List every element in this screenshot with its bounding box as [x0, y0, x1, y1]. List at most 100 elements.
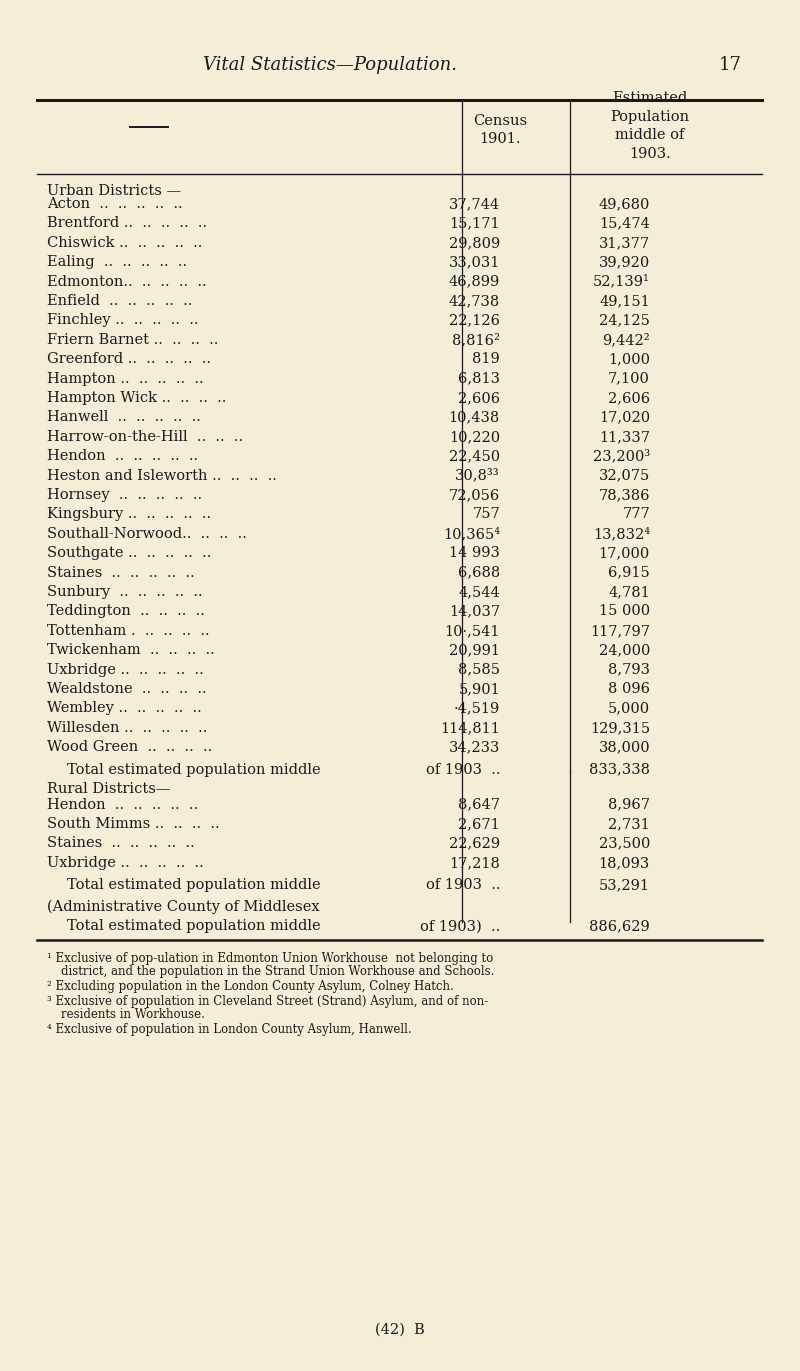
Text: 29,809: 29,809: [449, 236, 500, 250]
Text: 5,000: 5,000: [608, 702, 650, 716]
Text: Hanwell  ..  ..  ..  ..  ..: Hanwell .. .. .. .. ..: [47, 410, 201, 425]
Text: Ealing  ..  ..  ..  ..  ..: Ealing .. .. .. .. ..: [47, 255, 187, 269]
Text: 20,991: 20,991: [449, 643, 500, 657]
Text: Hampton ..  ..  ..  ..  ..: Hampton .. .. .. .. ..: [47, 372, 204, 385]
Text: 6,688: 6,688: [458, 566, 500, 580]
Text: 777: 777: [622, 507, 650, 521]
Text: 757: 757: [472, 507, 500, 521]
Text: 1,000: 1,000: [608, 352, 650, 366]
Text: 7,100: 7,100: [608, 372, 650, 385]
Text: Tottenham .  ..  ..  ..  ..: Tottenham . .. .. .. ..: [47, 624, 210, 638]
Text: Rural Districts—: Rural Districts—: [47, 781, 170, 795]
Text: 2,606: 2,606: [458, 391, 500, 404]
Text: 886,629: 886,629: [590, 919, 650, 934]
Text: 10,220: 10,220: [449, 429, 500, 444]
Text: 10·,541: 10·,541: [445, 624, 500, 638]
Text: 15 000: 15 000: [599, 605, 650, 618]
Text: 129,315: 129,315: [590, 721, 650, 735]
Text: Wealdstone  ..  ..  ..  ..: Wealdstone .. .. .. ..: [47, 681, 206, 696]
Text: 833,338: 833,338: [589, 762, 650, 776]
Text: of 1903  ..: of 1903 ..: [426, 879, 500, 893]
Text: 11,337: 11,337: [599, 429, 650, 444]
Text: 22,450: 22,450: [449, 450, 500, 463]
Text: 2,731: 2,731: [608, 817, 650, 831]
Text: Harrow-on-the-Hill  ..  ..  ..: Harrow-on-the-Hill .. .. ..: [47, 429, 243, 444]
Text: Greenford ..  ..  ..  ..  ..: Greenford .. .. .. .. ..: [47, 352, 211, 366]
Text: Staines  ..  ..  ..  ..  ..: Staines .. .. .. .. ..: [47, 566, 194, 580]
Text: Vital Statistics—Population.: Vital Statistics—Population.: [203, 56, 457, 74]
Text: 24,000: 24,000: [598, 643, 650, 657]
Text: 39,920: 39,920: [598, 255, 650, 269]
Text: Total estimated population middle: Total estimated population middle: [67, 879, 321, 893]
Text: ³ Exclusive of population in Cleveland Street (Strand) Asylum, and of non-: ³ Exclusive of population in Cleveland S…: [47, 995, 488, 1008]
Text: 14 993: 14 993: [449, 546, 500, 561]
Text: Census
1901.: Census 1901.: [473, 114, 527, 147]
Text: 819: 819: [472, 352, 500, 366]
Text: Urban Districts —: Urban Districts —: [47, 184, 181, 197]
Text: 15,171: 15,171: [450, 217, 500, 230]
Text: 8 096: 8 096: [608, 681, 650, 696]
Text: ² Excluding population in the London County Asylum, Colney Hatch.: ² Excluding population in the London Cou…: [47, 980, 454, 993]
Text: 32,075: 32,075: [598, 469, 650, 483]
Text: Total estimated population middle: Total estimated population middle: [67, 919, 321, 934]
Text: district, and the population in the Strand Union Workhouse and Schools.: district, and the population in the Stra…: [61, 965, 494, 978]
Text: 10,365⁴: 10,365⁴: [443, 526, 500, 540]
Text: Heston and Isleworth ..  ..  ..  ..: Heston and Isleworth .. .. .. ..: [47, 469, 277, 483]
Text: 5,901: 5,901: [458, 681, 500, 696]
Text: Staines  ..  ..  ..  ..  ..: Staines .. .. .. .. ..: [47, 836, 194, 850]
Text: 4,781: 4,781: [608, 585, 650, 599]
Text: 6,813: 6,813: [458, 372, 500, 385]
Text: 46,899: 46,899: [449, 274, 500, 289]
Text: 8,816²: 8,816²: [452, 333, 500, 347]
Text: 117,797: 117,797: [590, 624, 650, 638]
Text: 8,647: 8,647: [458, 798, 500, 812]
Text: 114,811: 114,811: [440, 721, 500, 735]
Text: 22,629: 22,629: [449, 836, 500, 850]
Text: (Administrative County of Middlesex: (Administrative County of Middlesex: [47, 899, 320, 914]
Text: ⁴ Exclusive of population in London County Asylum, Hanwell.: ⁴ Exclusive of population in London Coun…: [47, 1023, 412, 1036]
Text: 38,000: 38,000: [598, 740, 650, 754]
Text: Hendon  ..  ..  ..  ..  ..: Hendon .. .. .. .. ..: [47, 450, 198, 463]
Text: Hampton Wick ..  ..  ..  ..: Hampton Wick .. .. .. ..: [47, 391, 226, 404]
Text: 22,126: 22,126: [449, 314, 500, 328]
Text: Twickenham  ..  ..  ..  ..: Twickenham .. .. .. ..: [47, 643, 214, 657]
Text: 72,056: 72,056: [449, 488, 500, 502]
Text: Hendon  ..  ..  ..  ..  ..: Hendon .. .. .. .. ..: [47, 798, 198, 812]
Text: Hornsey  ..  ..  ..  ..  ..: Hornsey .. .. .. .. ..: [47, 488, 202, 502]
Text: 17,020: 17,020: [599, 410, 650, 425]
Text: 49,151: 49,151: [599, 293, 650, 308]
Text: 4,544: 4,544: [458, 585, 500, 599]
Text: 17: 17: [718, 56, 742, 74]
Text: Brentford ..  ..  ..  ..  ..: Brentford .. .. .. .. ..: [47, 217, 207, 230]
Text: of 1903  ..: of 1903 ..: [426, 762, 500, 776]
Text: Total estimated population middle: Total estimated population middle: [67, 762, 321, 776]
Text: 23,500: 23,500: [598, 836, 650, 850]
Text: Southall-Norwood..  ..  ..  ..: Southall-Norwood.. .. .. ..: [47, 526, 247, 540]
Text: 2,671: 2,671: [458, 817, 500, 831]
Text: Wood Green  ..  ..  ..  ..: Wood Green .. .. .. ..: [47, 740, 212, 754]
Text: Friern Barnet ..  ..  ..  ..: Friern Barnet .. .. .. ..: [47, 333, 218, 347]
Text: 15,474: 15,474: [599, 217, 650, 230]
Text: 9,442²: 9,442²: [602, 333, 650, 347]
Text: 34,233: 34,233: [449, 740, 500, 754]
Text: 8,793: 8,793: [608, 662, 650, 677]
Text: 2,606: 2,606: [608, 391, 650, 404]
Text: 13,832⁴: 13,832⁴: [593, 526, 650, 540]
Text: 17,000: 17,000: [598, 546, 650, 561]
Text: 8,967: 8,967: [608, 798, 650, 812]
Text: 37,744: 37,744: [449, 197, 500, 211]
Text: Wembley ..  ..  ..  ..  ..: Wembley .. .. .. .. ..: [47, 702, 202, 716]
Text: 24,125: 24,125: [599, 314, 650, 328]
Text: Enfield  ..  ..  ..  ..  ..: Enfield .. .. .. .. ..: [47, 293, 192, 308]
Text: Chiswick ..  ..  ..  ..  ..: Chiswick .. .. .. .. ..: [47, 236, 202, 250]
Text: 30,8³³: 30,8³³: [455, 469, 500, 483]
Text: (42)  B: (42) B: [375, 1323, 425, 1337]
Text: Acton  ..  ..  ..  ..  ..: Acton .. .. .. .. ..: [47, 197, 182, 211]
Text: Estimated
Population
middle of
1903.: Estimated Population middle of 1903.: [610, 92, 690, 160]
Text: Edmonton..  ..  ..  ..  ..: Edmonton.. .. .. .. ..: [47, 274, 206, 289]
Text: 52,139¹: 52,139¹: [593, 274, 650, 289]
Text: 78,386: 78,386: [598, 488, 650, 502]
Text: Uxbridge ..  ..  ..  ..  ..: Uxbridge .. .. .. .. ..: [47, 662, 204, 677]
Text: 6,915: 6,915: [608, 566, 650, 580]
Text: Southgate ..  ..  ..  ..  ..: Southgate .. .. .. .. ..: [47, 546, 211, 561]
